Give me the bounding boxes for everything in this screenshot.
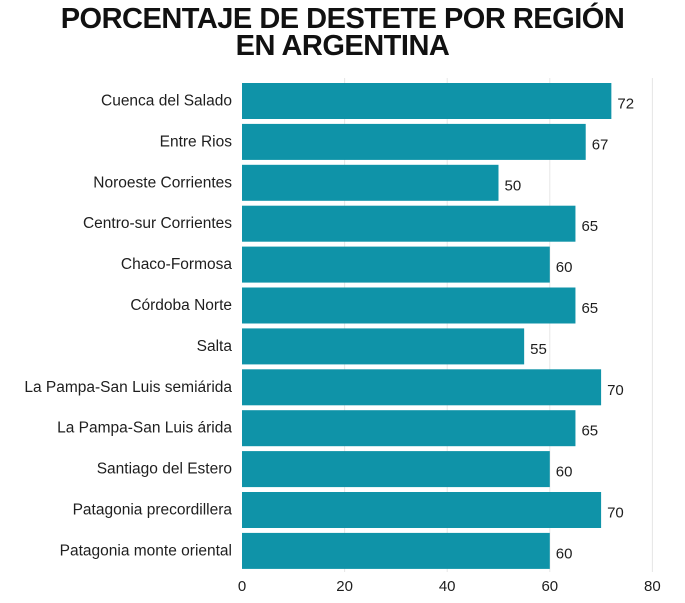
chart-title-line-2: EN ARGENTINA — [235, 30, 450, 62]
value-label: 70 — [607, 382, 624, 399]
bar — [242, 205, 576, 242]
bar — [242, 246, 550, 283]
value-label: 60 — [556, 259, 573, 276]
category-label: Santiago del Estero — [97, 461, 232, 478]
category-label: La Pampa-San Luis árida — [57, 420, 232, 437]
category-label: Noroeste Corrientes — [93, 174, 232, 191]
x-tick-label: 60 — [541, 578, 558, 595]
category-labels: Cuenca del Salado Entre Rios Noroeste Corr… — [24, 93, 232, 560]
x-tick-label: 20 — [336, 578, 353, 595]
bar — [242, 123, 586, 160]
category-label: Córdoba Norte — [130, 297, 232, 314]
value-label: 70 — [607, 505, 624, 522]
value-label: 65 — [581, 300, 598, 317]
x-axis-ticks: 0 20 40 60 80 — [238, 578, 661, 595]
bar — [242, 164, 499, 201]
bar — [242, 451, 550, 488]
value-label: 67 — [592, 136, 609, 153]
x-tick-label: 0 — [238, 578, 246, 595]
bar — [242, 369, 602, 406]
bar — [242, 532, 550, 569]
bar — [242, 410, 576, 447]
category-label: Centro-sur Corrientes — [83, 215, 232, 232]
value-label: 65 — [581, 218, 598, 235]
category-label: Chaco-Formosa — [121, 256, 232, 273]
bar — [242, 83, 612, 119]
bar — [242, 492, 602, 528]
gridlines — [344, 78, 653, 572]
value-label: 50 — [505, 177, 522, 194]
bar — [242, 287, 576, 324]
chart-title: PORCENTAJE DE DESTETE POR REGIÓN EN ARGE… — [0, 3, 685, 62]
bars — [242, 83, 612, 569]
bar — [242, 328, 525, 365]
value-label: 72 — [617, 96, 634, 113]
category-label: Salta — [197, 338, 233, 355]
value-label: 55 — [530, 341, 547, 358]
category-label: Patagonia monte oriental — [60, 542, 232, 559]
chart-title-line-1: PORCENTAJE DE DESTETE POR REGIÓN — [60, 3, 625, 35]
category-label: La Pampa-San Luis semiárida — [24, 379, 232, 396]
value-label: 65 — [581, 423, 598, 440]
category-label: Entre Rios — [160, 133, 233, 150]
category-label: Cuenca del Salado — [101, 93, 232, 110]
value-labels: 72 67 50 65 60 65 55 70 65 60 70 60 — [505, 96, 635, 563]
category-label: Patagonia precordillera — [73, 502, 233, 519]
x-tick-label: 40 — [439, 578, 456, 595]
value-label: 60 — [556, 464, 573, 481]
value-label: 60 — [556, 545, 573, 562]
x-tick-label: 80 — [644, 578, 661, 595]
